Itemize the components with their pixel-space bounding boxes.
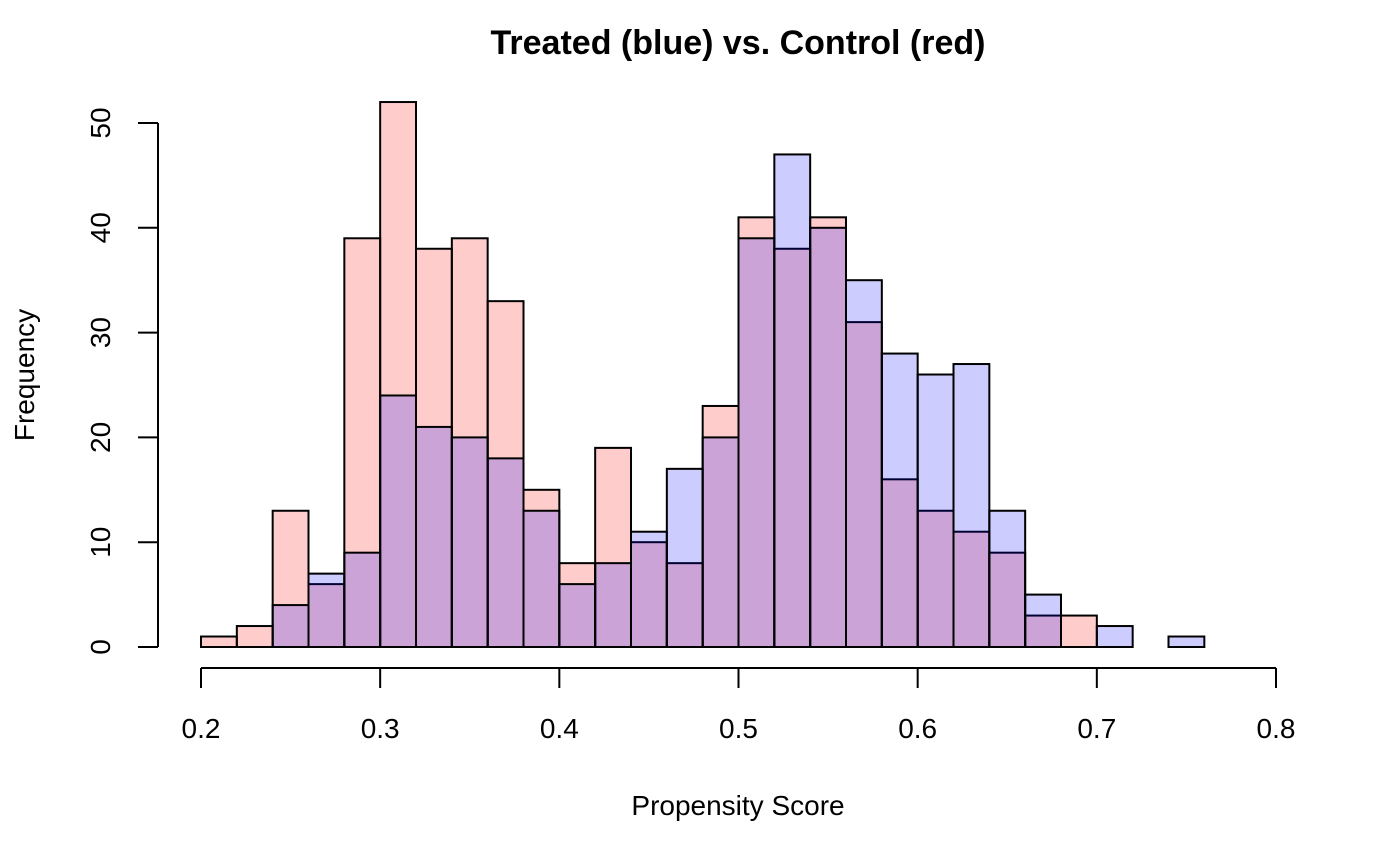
series-1-bar <box>271 509 310 649</box>
series-2-bar <box>773 153 812 648</box>
x-tick-label: 0.2 <box>182 713 221 744</box>
series-2-bar <box>594 562 633 648</box>
y-tick-label: 50 <box>85 107 116 138</box>
series-2-bar <box>952 363 991 648</box>
bars-layer <box>200 101 1206 649</box>
x-tick-label: 0.4 <box>540 713 579 744</box>
x-tick-label: 0.8 <box>1257 713 1296 744</box>
series-2-bar <box>1095 625 1134 648</box>
series-1-bar <box>235 625 274 648</box>
series-2-bar <box>522 509 561 649</box>
series-2-bar <box>415 425 453 649</box>
series-2-bar <box>1024 593 1062 648</box>
series-1-bar <box>1060 614 1098 648</box>
x-tick-label: 0.5 <box>719 713 758 744</box>
series-2-bar <box>271 604 310 649</box>
series-1-bar <box>809 216 848 648</box>
x-axis-label: Propensity Score <box>631 790 844 821</box>
series-2-bar <box>916 373 955 648</box>
y-axis-label: Frequency <box>9 309 40 441</box>
series-2-bar <box>450 436 489 648</box>
x-tick-label: 0.6 <box>898 713 937 744</box>
series-2-bar <box>737 237 776 648</box>
series-2-bar <box>630 530 668 648</box>
y-tick-label: 0 <box>85 639 116 655</box>
series-2-bars <box>271 153 1206 649</box>
series-2-bar <box>665 467 704 648</box>
y-tick-label: 20 <box>85 422 116 453</box>
series-1-bars <box>200 101 1098 649</box>
series-2-bar <box>988 509 1027 649</box>
x-tick-label: 0.7 <box>1077 713 1116 744</box>
series-1-bar <box>522 488 561 648</box>
series-1-bar <box>594 446 633 648</box>
series-2-bar <box>486 457 525 648</box>
y-tick-label: 10 <box>85 527 116 558</box>
series-1-bar <box>200 635 238 649</box>
series-2-bar <box>343 551 382 648</box>
series-2-bar <box>307 572 346 649</box>
chart-title: Treated (blue) vs. Control (red) <box>491 24 986 62</box>
y-tick-label: 40 <box>85 212 116 243</box>
series-1-bar <box>880 478 919 648</box>
series-2-bar <box>558 583 597 648</box>
y-axis-ticks: 0 10 20 30 40 50 <box>85 107 158 655</box>
series-2-bar <box>701 436 740 648</box>
x-axis-ticks: 0.2 0.3 0.4 0.5 0.6 0.7 0.8 <box>182 668 1296 744</box>
series-2-bar <box>379 394 417 649</box>
series-2-bar <box>809 226 848 649</box>
series-2-bar <box>880 352 919 648</box>
series-1-bar <box>916 509 955 649</box>
series-2-bar <box>1167 635 1206 649</box>
y-tick-label: 30 <box>85 317 116 348</box>
series-2-bar <box>845 279 883 648</box>
x-tick-label: 0.3 <box>361 713 400 744</box>
